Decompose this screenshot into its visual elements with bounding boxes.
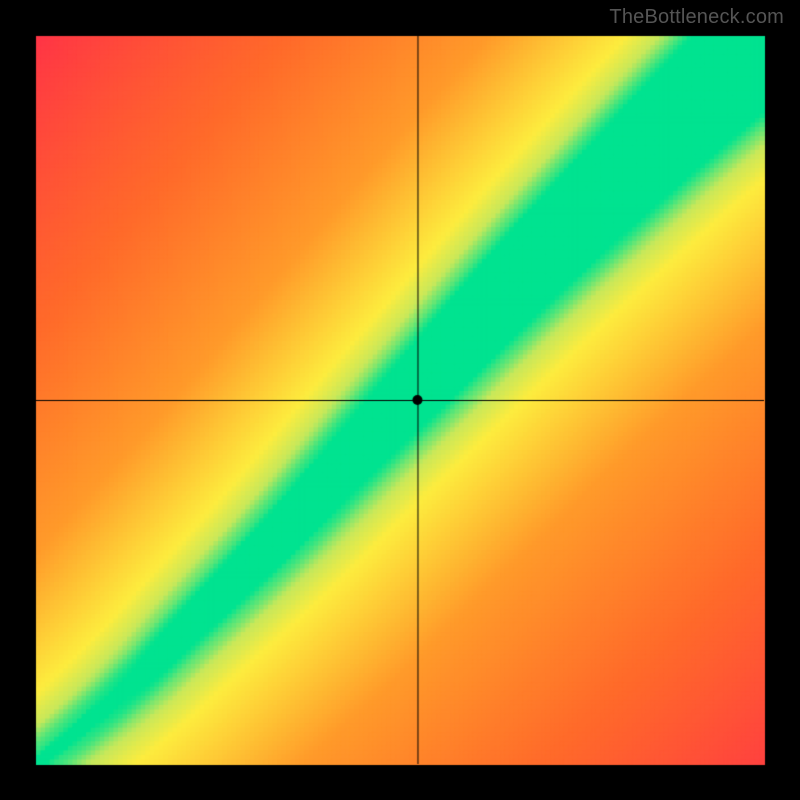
bottleneck-heatmap bbox=[0, 0, 800, 800]
watermark-text: TheBottleneck.com bbox=[609, 6, 784, 29]
